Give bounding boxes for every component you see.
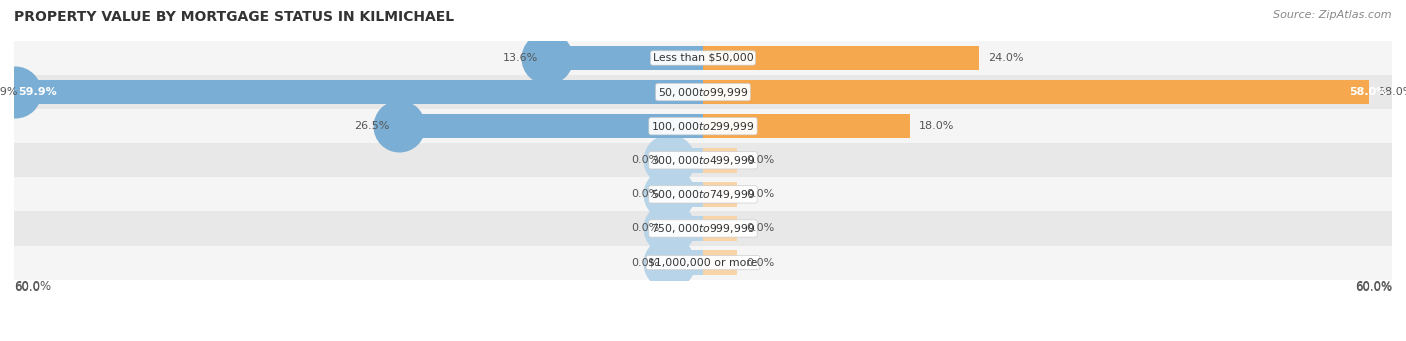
Text: $750,000 to $999,999: $750,000 to $999,999 xyxy=(651,222,755,235)
Text: 0.0%: 0.0% xyxy=(747,189,775,199)
Bar xyxy=(669,148,703,173)
Text: 0.0%: 0.0% xyxy=(631,257,659,268)
Text: 59.9%: 59.9% xyxy=(0,87,17,97)
Text: 60.0: 60.0 xyxy=(14,281,39,294)
Text: $100,000 to $299,999: $100,000 to $299,999 xyxy=(651,120,755,133)
Bar xyxy=(703,46,979,70)
Text: 60.0%: 60.0% xyxy=(1355,280,1392,293)
Text: 0.0%: 0.0% xyxy=(747,155,775,165)
Text: Source: ZipAtlas.com: Source: ZipAtlas.com xyxy=(1274,10,1392,20)
Bar xyxy=(703,80,1369,104)
Text: 59.9%: 59.9% xyxy=(18,87,58,97)
Bar xyxy=(15,80,703,104)
Bar xyxy=(669,216,703,241)
Bar xyxy=(547,46,703,70)
Bar xyxy=(399,114,703,138)
Text: 0.0%: 0.0% xyxy=(631,223,659,234)
Bar xyxy=(14,75,1392,109)
Bar xyxy=(14,246,1392,280)
Bar xyxy=(14,109,1392,143)
Text: 26.5%: 26.5% xyxy=(354,121,389,131)
Bar xyxy=(703,148,738,173)
Bar xyxy=(703,182,738,207)
Bar xyxy=(703,216,738,241)
Text: 58.0%: 58.0% xyxy=(1348,87,1388,97)
Text: 60.0%: 60.0% xyxy=(14,280,51,293)
Bar xyxy=(669,182,703,207)
Text: Less than $50,000: Less than $50,000 xyxy=(652,53,754,63)
Text: 60.0%: 60.0% xyxy=(1355,281,1392,294)
Text: 13.6%: 13.6% xyxy=(502,53,537,63)
Text: $50,000 to $99,999: $50,000 to $99,999 xyxy=(658,86,748,99)
Bar xyxy=(14,41,1392,75)
Text: 0.0%: 0.0% xyxy=(747,257,775,268)
Text: 18.0%: 18.0% xyxy=(920,121,955,131)
Text: $1,000,000 or more: $1,000,000 or more xyxy=(648,257,758,268)
Text: 58.0%: 58.0% xyxy=(1378,87,1406,97)
Bar xyxy=(703,250,738,275)
Text: 0.0%: 0.0% xyxy=(631,189,659,199)
Bar xyxy=(14,177,1392,211)
Bar xyxy=(14,211,1392,246)
Text: $300,000 to $499,999: $300,000 to $499,999 xyxy=(651,154,755,167)
Bar xyxy=(703,114,910,138)
Text: $500,000 to $749,999: $500,000 to $749,999 xyxy=(651,188,755,201)
Bar xyxy=(669,250,703,275)
Text: 0.0%: 0.0% xyxy=(747,223,775,234)
Bar xyxy=(14,143,1392,177)
Text: 0.0%: 0.0% xyxy=(631,155,659,165)
Text: 24.0%: 24.0% xyxy=(988,53,1024,63)
Text: PROPERTY VALUE BY MORTGAGE STATUS IN KILMICHAEL: PROPERTY VALUE BY MORTGAGE STATUS IN KIL… xyxy=(14,10,454,24)
